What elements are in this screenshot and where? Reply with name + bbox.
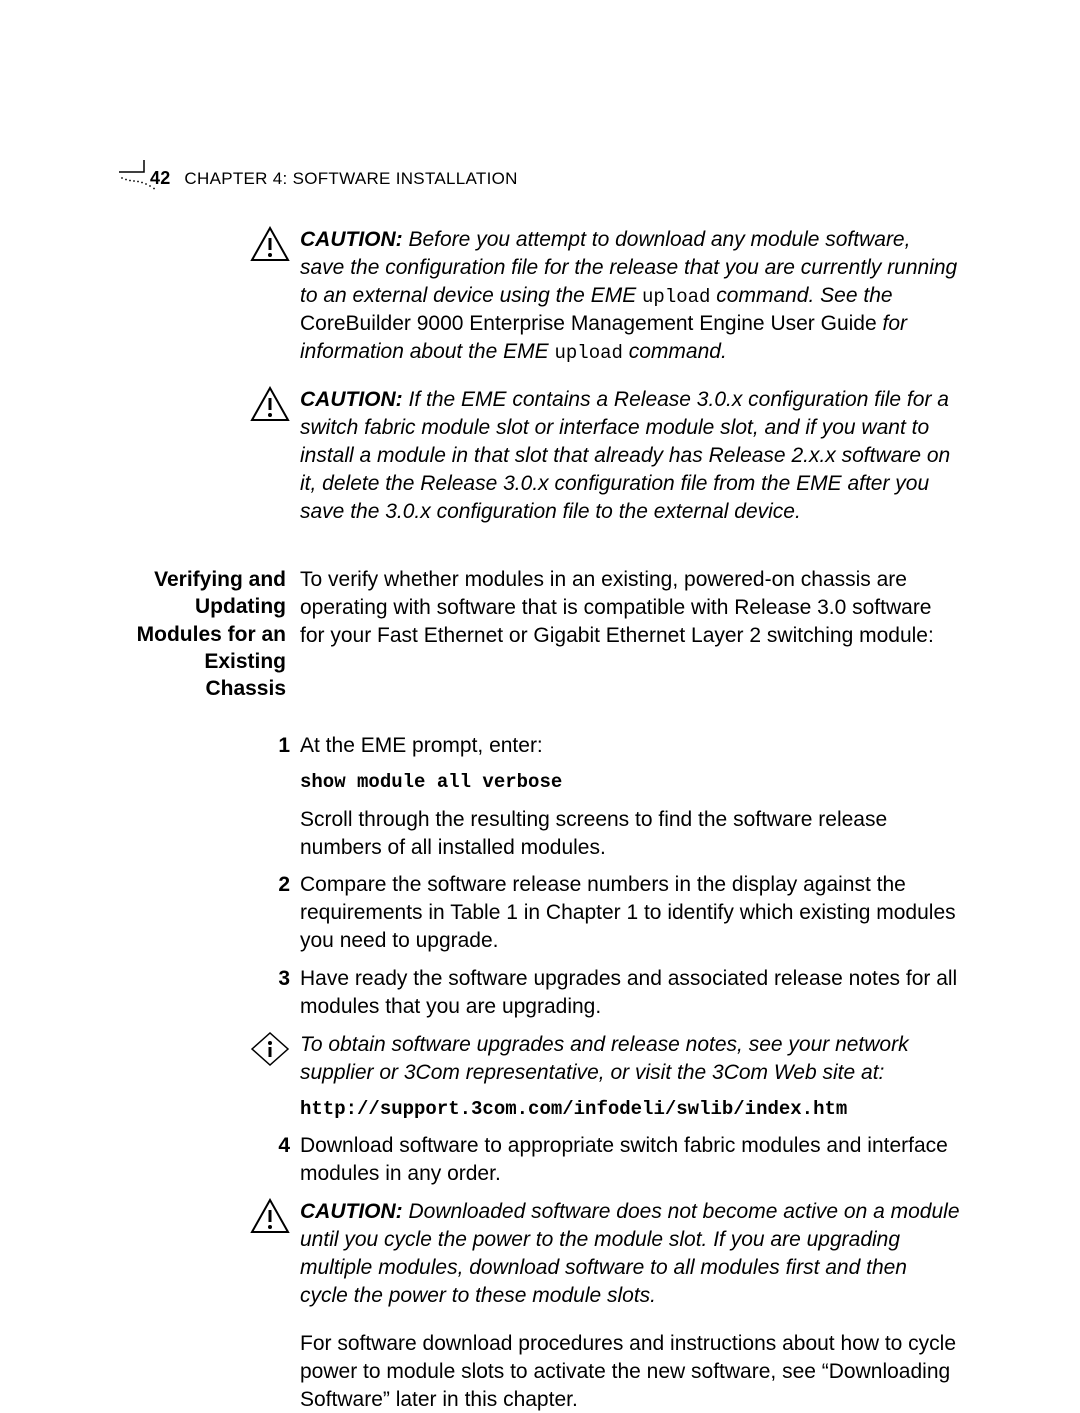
step-1-after: Scroll through the resulting screens to …: [300, 806, 960, 862]
caution-3-text: CAUTION: Downloaded software does not be…: [300, 1198, 960, 1310]
info-line: To obtain software upgrades and release …: [300, 1033, 909, 1084]
step-1-line: At the EME prompt, enter:: [300, 732, 960, 760]
caution-block-2: CAUTION: If the EME contains a Release 3…: [120, 386, 960, 526]
caution-lead: CAUTION:: [300, 228, 403, 251]
step-3: 3 Have ready the software upgrades and a…: [300, 965, 960, 1021]
chapter-label: Chapter 4: Software Installation: [184, 169, 517, 188]
page: 42 Chapter 4: Software Installation CAUTI…: [0, 0, 1080, 1397]
step-list-cont: 4 Download software to appropriate switc…: [300, 1132, 960, 1188]
running-header: 42 Chapter 4: Software Installation: [150, 168, 518, 189]
caution-1-text: CAUTION: Before you attempt to download …: [300, 226, 960, 366]
step-list: 1 At the EME prompt, enter: show module …: [300, 732, 960, 1021]
text: command. See the: [710, 284, 892, 307]
step-1: 1 At the EME prompt, enter: show module …: [300, 732, 960, 861]
caution-block-3: CAUTION: Downloaded software does not be…: [120, 1198, 960, 1310]
caution-icon: [250, 386, 290, 526]
info-text: To obtain software upgrades and release …: [300, 1031, 960, 1122]
closing-text: For software download procedures and ins…: [300, 1330, 960, 1413]
text: command.: [623, 340, 727, 363]
info-block: To obtain software upgrades and release …: [120, 1031, 960, 1122]
inline-code: upload: [642, 286, 710, 308]
info-icon: [250, 1031, 290, 1122]
step-1-command: show module all verbose: [300, 770, 960, 795]
content: CAUTION: Before you attempt to download …: [120, 226, 960, 1413]
closing-row: For software download procedures and ins…: [120, 1330, 960, 1413]
step-4: 4 Download software to appropriate switc…: [300, 1132, 960, 1188]
caution-icon: [250, 1198, 290, 1310]
step4-row: 4 Download software to appropriate switc…: [120, 1132, 960, 1188]
section-row: Verifying and Updating Modules for an Ex…: [120, 566, 960, 702]
caution-block-1: CAUTION: Before you attempt to download …: [120, 226, 960, 366]
info-url: http://support.3com.com/infodeli/swlib/i…: [300, 1097, 960, 1122]
steps-row: 1 At the EME prompt, enter: show module …: [120, 732, 960, 1021]
section-heading: Verifying and Updating Modules for an Ex…: [120, 566, 286, 702]
section-intro: To verify whether modules in an existing…: [300, 566, 960, 702]
corner-ornament: [119, 160, 149, 205]
caution-icon: [250, 226, 290, 366]
inline-code: upload: [554, 342, 622, 364]
caution-lead: CAUTION:: [300, 1200, 403, 1223]
caution-lead: CAUTION:: [300, 388, 403, 411]
step-4-text: Download software to appropriate switch …: [300, 1132, 960, 1188]
caution-2-text: CAUTION: If the EME contains a Release 3…: [300, 386, 960, 526]
page-number: 42: [150, 168, 170, 188]
step-2: 2 Compare the software release numbers i…: [300, 871, 960, 955]
step-2-text: Compare the software release numbers in …: [300, 871, 960, 955]
guide-title: CoreBuilder 9000 Enterprise Management E…: [300, 312, 877, 335]
step-3-text: Have ready the software upgrades and ass…: [300, 965, 960, 1021]
